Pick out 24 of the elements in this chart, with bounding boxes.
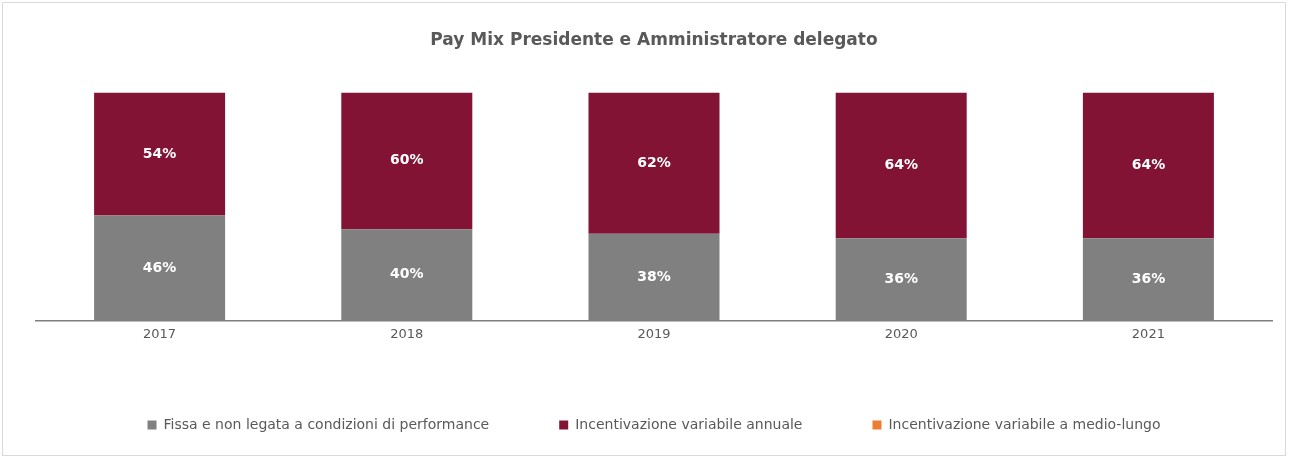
- bar: [1082, 92, 1214, 239]
- bar: [341, 92, 473, 230]
- data-label: 36%: [1131, 270, 1166, 286]
- bar: [835, 92, 967, 239]
- legend-label: Incentivazione variabile a medio-lungo: [888, 415, 1161, 432]
- data-label: 36%: [884, 270, 918, 286]
- x-tick-label: 2018: [390, 325, 424, 341]
- data-label: 46%: [142, 258, 177, 275]
- legend-label: Incentivazione variabile annuale: [575, 415, 803, 432]
- bar: [588, 92, 720, 234]
- data-label: 64%: [1131, 156, 1166, 172]
- x-tick-label: 2020: [884, 325, 918, 341]
- data-label: 40%: [390, 265, 424, 282]
- x-tick-label: 2017: [143, 325, 177, 341]
- bar: [94, 92, 226, 216]
- legend-label: Fissa e non legata a condizioni di performance: [163, 415, 490, 432]
- x-tick-label: 2019: [637, 325, 671, 341]
- data-label: 64%: [884, 156, 918, 172]
- chart-title: Pay Mix Presidente e Amministratore delegato: [430, 28, 878, 49]
- data-label: 60%: [390, 151, 424, 168]
- x-tick-label: 2021: [1131, 325, 1165, 341]
- data-label: 54%: [142, 144, 177, 161]
- data-label: 62%: [637, 153, 671, 170]
- data-label: 38%: [637, 267, 671, 284]
